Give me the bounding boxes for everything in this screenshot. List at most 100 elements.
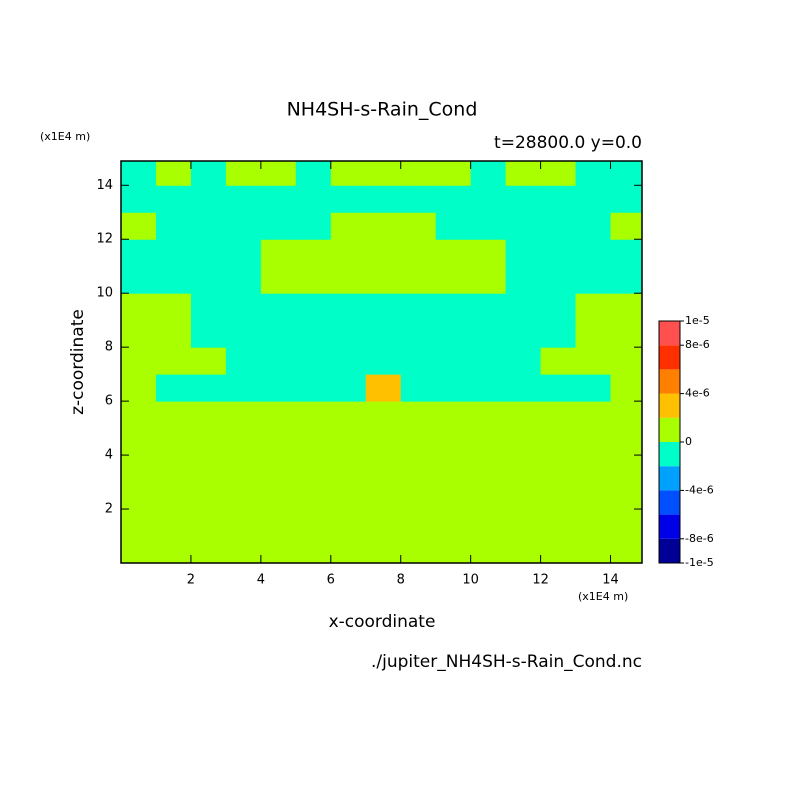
contour-cell — [610, 293, 642, 321]
contour-cell — [330, 320, 367, 348]
contour-cell — [260, 212, 297, 240]
contour-cell — [470, 536, 507, 563]
colorbar-band — [659, 442, 680, 467]
contour-cell — [470, 428, 507, 456]
contour-cell — [121, 185, 157, 213]
contour-cell — [155, 293, 192, 321]
contour-cell — [435, 509, 472, 537]
contour-cell — [295, 536, 332, 563]
contour-cell — [400, 239, 437, 267]
contour-cell — [575, 482, 612, 510]
contour-cell — [435, 293, 472, 321]
contour-cell — [155, 239, 192, 267]
contour-cell — [610, 401, 642, 429]
contour-cell — [190, 509, 227, 537]
contour-cell — [225, 347, 262, 375]
contour-cell — [190, 536, 227, 563]
contour-cell — [365, 509, 402, 537]
contour-cell — [295, 482, 332, 510]
contour-cell — [505, 293, 542, 321]
contour-cell — [470, 185, 507, 213]
contour-cell — [540, 428, 577, 456]
contour-cell — [190, 185, 227, 213]
colorbar-band — [659, 369, 680, 394]
contour-cell — [505, 266, 542, 294]
contour-cell — [225, 185, 262, 213]
contour-cell — [121, 482, 157, 510]
contour-cell — [190, 347, 227, 375]
contour-cell — [155, 401, 192, 429]
contour-cell — [225, 212, 262, 240]
contour-cell — [295, 455, 332, 483]
contour-cell — [225, 239, 262, 267]
y-unit: (x1E4 m) — [40, 130, 90, 143]
contour-cell — [330, 266, 367, 294]
contour-cell — [505, 536, 542, 563]
y-tick-label: 10 — [96, 286, 113, 301]
contour-cell — [365, 266, 402, 294]
colorbar-band — [659, 417, 680, 442]
contour-cell — [225, 428, 262, 456]
contour-cell — [505, 509, 542, 537]
contour-cell — [260, 401, 297, 429]
contour-cell — [295, 161, 332, 186]
contour-cell — [121, 212, 157, 240]
contour-cell — [155, 212, 192, 240]
contour-cell — [155, 374, 192, 402]
contour-cell — [295, 212, 332, 240]
contour-cell — [435, 239, 472, 267]
x-tick-label: 6 — [327, 573, 335, 588]
contour-cell — [610, 212, 642, 240]
x-axis-label: x-coordinate — [329, 612, 436, 632]
contour-cell — [610, 455, 642, 483]
contour-cell — [435, 401, 472, 429]
contour-cell — [505, 161, 542, 186]
colorbar-label: -4e-6 — [685, 483, 714, 496]
contour-cell — [295, 239, 332, 267]
contour-cell — [330, 347, 367, 375]
contour-cell — [295, 509, 332, 537]
contour-cell — [610, 482, 642, 510]
colorbar-label: 0 — [685, 435, 692, 448]
contour-cell — [400, 185, 437, 213]
contour-cell — [365, 185, 402, 213]
contour-cell — [225, 482, 262, 510]
contour-cell — [540, 455, 577, 483]
contour-cell — [470, 239, 507, 267]
x-tick-label: 10 — [462, 573, 479, 588]
contour-cell — [155, 185, 192, 213]
contour-cell — [260, 320, 297, 348]
contour-cell — [400, 455, 437, 483]
contour-cell — [155, 266, 192, 294]
contour-cell — [365, 428, 402, 456]
contour-cell — [435, 185, 472, 213]
contour-cell — [435, 266, 472, 294]
contour-cell — [575, 161, 612, 186]
colorbar-label: 4e-6 — [685, 387, 710, 400]
contour-cell — [121, 374, 157, 402]
y-tick-label: 4 — [105, 448, 113, 463]
contour-cell — [190, 212, 227, 240]
contour-cell — [575, 536, 612, 563]
contour-cell — [400, 374, 437, 402]
contour-cell — [260, 347, 297, 375]
contour-cell — [400, 266, 437, 294]
colorbar-band — [659, 514, 680, 539]
y-tick-label: 2 — [105, 502, 113, 517]
x-tick-label: 4 — [257, 573, 265, 588]
contour-cell — [400, 401, 437, 429]
contour-cell — [540, 509, 577, 537]
contour-cell — [260, 266, 297, 294]
contour-cell — [295, 293, 332, 321]
contour-cell — [435, 320, 472, 348]
colorbar-band — [659, 393, 680, 418]
contour-cell — [540, 212, 577, 240]
contour-cell — [435, 347, 472, 375]
contour-cell — [505, 185, 542, 213]
contour-cell — [575, 455, 612, 483]
contour-cell — [365, 536, 402, 563]
contour-cell — [575, 185, 612, 213]
contour-cell — [121, 239, 157, 267]
contour-cell — [295, 347, 332, 375]
contour-cell — [400, 509, 437, 537]
